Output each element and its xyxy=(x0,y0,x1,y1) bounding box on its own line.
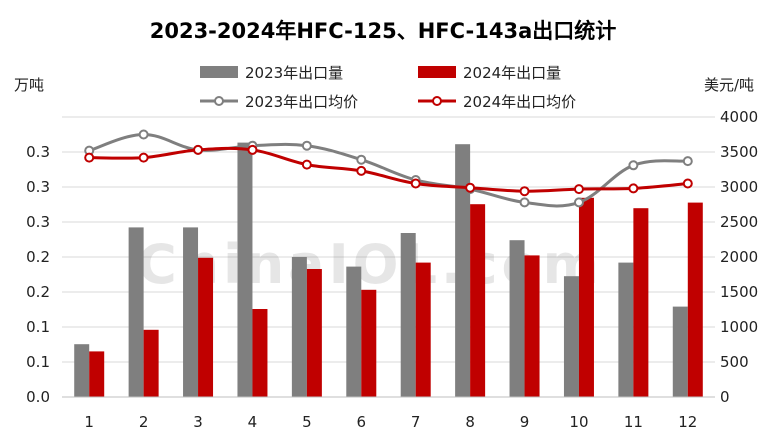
bar xyxy=(361,289,377,397)
left-tick-label: 0.3 xyxy=(26,178,50,196)
line-point xyxy=(356,165,367,176)
left-tick-label: 0.2 xyxy=(26,248,50,266)
bar xyxy=(672,306,688,397)
category-label: 11 xyxy=(624,413,643,431)
left-tick-label: 0.1 xyxy=(26,318,50,336)
legend-swatch xyxy=(418,66,456,78)
gridlines xyxy=(62,116,715,363)
line-point xyxy=(247,144,258,155)
right-tick-label: 2000 xyxy=(720,248,758,266)
left-tick-label: 0.3 xyxy=(26,213,50,231)
bar xyxy=(687,202,703,397)
line-point xyxy=(301,140,312,151)
axes: 0.0 0 0.1 500 0.1 1000 0.2 1500 0.2 2000 0.3 2500 0.… xyxy=(26,108,758,431)
line-point xyxy=(301,159,312,170)
category-label: 2 xyxy=(139,413,149,431)
line-point xyxy=(682,156,693,167)
legend-label: 2024年出口量 xyxy=(463,64,561,82)
chart-title: 2023-2024年HFC-125、HFC-143a出口统计 xyxy=(150,19,617,43)
bar xyxy=(183,227,199,397)
legend-label: 2023年出口量 xyxy=(245,64,343,82)
left-axis-unit: 万吨 xyxy=(14,76,44,94)
line-point xyxy=(519,186,530,197)
line-point xyxy=(356,154,367,165)
legend-marker xyxy=(432,96,442,106)
line-point xyxy=(138,129,149,140)
legend-marker xyxy=(214,96,224,106)
right-tick-label: 3000 xyxy=(720,178,758,196)
line-point xyxy=(519,197,530,208)
bar xyxy=(618,262,634,397)
right-tick-label: 0 xyxy=(720,388,730,406)
line-point xyxy=(193,144,204,155)
bar xyxy=(470,204,486,397)
line-point xyxy=(573,197,584,208)
category-label: 10 xyxy=(569,413,588,431)
right-tick-label: 1500 xyxy=(720,283,758,301)
legend: 2023年出口量 2024年出口量 2023年出口均价 2024年出口均价 xyxy=(200,64,576,111)
line-point xyxy=(465,182,476,193)
category-label: 4 xyxy=(248,413,258,431)
line-point xyxy=(682,178,693,189)
bar xyxy=(455,144,471,397)
right-tick-label: 3500 xyxy=(720,143,758,161)
bar xyxy=(198,257,214,397)
line-point xyxy=(628,183,639,194)
bar xyxy=(89,351,105,397)
category-label: 6 xyxy=(357,413,367,431)
line-point xyxy=(573,184,584,195)
legend-label: 2024年出口均价 xyxy=(463,93,576,111)
bar xyxy=(346,266,362,397)
bar xyxy=(633,208,649,397)
bar xyxy=(563,276,579,397)
legend-label: 2023年出口均价 xyxy=(245,93,358,111)
left-tick-label: 0.3 xyxy=(26,143,50,161)
bar xyxy=(143,329,159,397)
bar xyxy=(509,240,525,397)
right-tick-label: 1000 xyxy=(720,318,758,336)
category-label: 8 xyxy=(465,413,475,431)
bar xyxy=(252,309,268,397)
bar xyxy=(74,344,90,397)
category-label: 12 xyxy=(678,413,697,431)
bar xyxy=(128,227,144,397)
right-tick-label: 2500 xyxy=(720,213,758,231)
line-point xyxy=(410,178,421,189)
left-tick-label: 0.2 xyxy=(26,283,50,301)
category-label: 3 xyxy=(193,413,203,431)
line-point xyxy=(84,152,95,163)
category-label: 7 xyxy=(411,413,421,431)
left-tick-label: 0.0 xyxy=(26,388,50,406)
line-point xyxy=(138,152,149,163)
bar xyxy=(237,142,253,397)
line-series xyxy=(84,129,693,208)
right-tick-label: 4000 xyxy=(720,108,758,126)
bar xyxy=(524,255,540,397)
bar xyxy=(578,197,594,397)
bar xyxy=(400,233,416,397)
category-label: 1 xyxy=(84,413,94,431)
bar xyxy=(306,269,322,397)
category-label: 9 xyxy=(520,413,530,431)
right-axis-unit: 美元/吨 xyxy=(704,76,754,94)
line-point xyxy=(628,160,639,171)
right-tick-label: 500 xyxy=(720,353,749,371)
bar xyxy=(291,257,307,397)
category-label: 5 xyxy=(302,413,312,431)
left-tick-label: 0.1 xyxy=(26,353,50,371)
series-line xyxy=(88,132,688,208)
legend-swatch xyxy=(200,66,238,78)
bar xyxy=(415,262,431,397)
bar-series xyxy=(74,142,703,397)
